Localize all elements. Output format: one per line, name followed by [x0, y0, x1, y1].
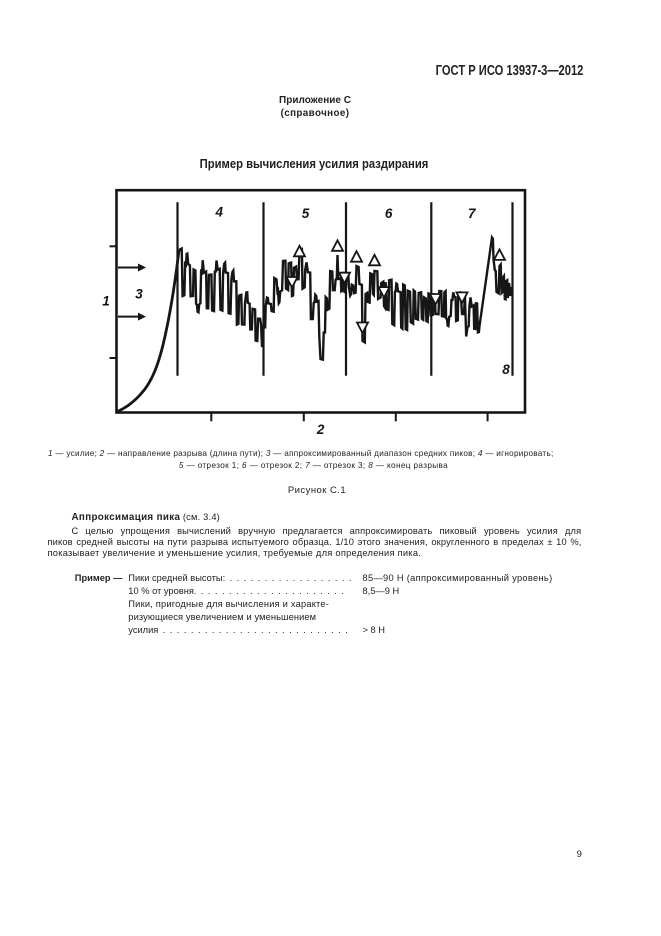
svg-text:8: 8: [502, 362, 510, 377]
svg-text:3: 3: [135, 286, 143, 301]
svg-text:5: 5: [302, 206, 310, 221]
svg-text:7: 7: [468, 206, 477, 221]
svg-text:6: 6: [385, 206, 393, 221]
svg-text:4: 4: [214, 205, 223, 220]
svg-text:1: 1: [102, 294, 110, 309]
svg-text:2: 2: [316, 422, 325, 437]
